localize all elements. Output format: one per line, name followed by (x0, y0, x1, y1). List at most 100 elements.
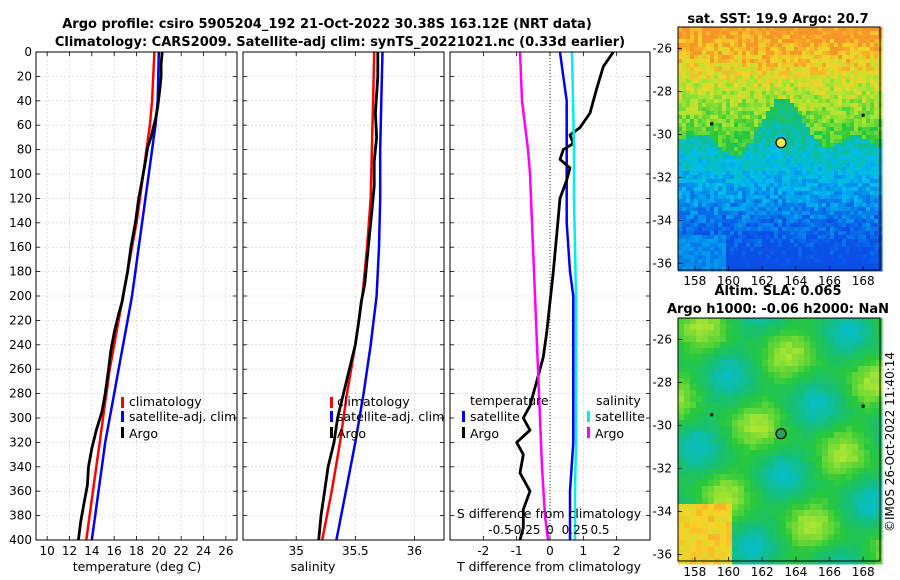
map-cell (840, 432, 847, 439)
figure-title-line1: Argo profile: csiro 5905204_192 21-Oct-2… (62, 17, 592, 32)
map-cell (762, 187, 767, 192)
x-tick-label: 0 (546, 544, 554, 558)
map-cell (876, 456, 883, 463)
map-cell (762, 71, 767, 76)
map-cell (718, 59, 723, 64)
map-cell (798, 43, 803, 48)
map-cell (854, 243, 859, 248)
map-cell (834, 35, 839, 40)
map-cell (810, 267, 815, 272)
map-cell (822, 534, 829, 541)
map-cell (866, 175, 871, 180)
map-cell (732, 372, 739, 379)
map-cell (822, 474, 829, 481)
map-cell (706, 251, 711, 256)
map-cell (822, 552, 829, 559)
map-cell (726, 199, 731, 204)
map-cell (696, 444, 703, 451)
map-cell (846, 243, 851, 248)
map-cell (774, 203, 779, 208)
map-cell (870, 51, 875, 56)
map-cell (726, 47, 731, 52)
map-cell (838, 139, 843, 144)
map-cell (842, 99, 847, 104)
map-cell (742, 99, 747, 104)
map-cell (678, 438, 685, 445)
map-cell (744, 462, 751, 469)
map-cell (854, 255, 859, 260)
map-cell (710, 35, 715, 40)
map-cell (770, 203, 775, 208)
map-cell (726, 107, 731, 112)
temperature-legend: climatology satellite-adj. clim Argo (121, 394, 236, 441)
map-cell (786, 456, 793, 463)
map-cell (838, 267, 843, 272)
map-cell (804, 516, 811, 523)
map-cell (770, 255, 775, 260)
map-cell (870, 426, 877, 433)
map-cell (854, 123, 859, 128)
map-cell (690, 516, 697, 523)
map-cell (818, 31, 823, 36)
map-cell (842, 51, 847, 56)
map-cell (758, 67, 763, 72)
map-cell (798, 99, 803, 104)
map-cell (678, 342, 685, 349)
map-cell (726, 71, 731, 76)
map-cell (762, 139, 767, 144)
map-cell (874, 219, 879, 224)
map-cell (852, 336, 859, 343)
map-cell (698, 123, 703, 128)
map-cell (766, 239, 771, 244)
map-cell (730, 79, 735, 84)
map-cell (786, 91, 791, 96)
sla-map-title-line2: Argo h1000: -0.06 h2000: NaN (667, 302, 889, 317)
map-cell (774, 83, 779, 88)
map-cell (866, 39, 871, 44)
map-cell (794, 231, 799, 236)
map-cell (730, 71, 735, 76)
map-cell (780, 546, 787, 553)
map-cell (798, 480, 805, 487)
map-cell (850, 127, 855, 132)
map-cell (730, 183, 735, 188)
map-cell (678, 227, 683, 232)
map-cell (766, 43, 771, 48)
map-cell (726, 59, 731, 64)
map-cell (690, 540, 697, 547)
map-cell (730, 103, 735, 108)
map-cell (754, 175, 759, 180)
map-cell (828, 432, 835, 439)
map-cell (798, 103, 803, 108)
map-cell (774, 384, 781, 391)
map-cell (702, 27, 707, 32)
map-cell (686, 203, 691, 208)
map-cell (870, 330, 877, 337)
map-cell (734, 47, 739, 52)
map-cell (746, 251, 751, 256)
map-cell (798, 223, 803, 228)
map-cell (866, 167, 871, 172)
map-cell (786, 59, 791, 64)
map-cell (690, 366, 697, 373)
map-cell (774, 115, 779, 120)
map-cell (850, 47, 855, 52)
map-cell (734, 123, 739, 128)
map-cell (726, 432, 733, 439)
map-cell (858, 223, 863, 228)
map-cell (862, 107, 867, 112)
map-cell (834, 143, 839, 148)
map-cell (792, 468, 799, 475)
map-cell (714, 47, 719, 52)
salinity-legend: climatology satellite-adj. clim Argo (330, 394, 444, 441)
map-cell (768, 534, 775, 541)
map-cell (792, 492, 799, 499)
map-cell (698, 211, 703, 216)
map-cell (814, 107, 819, 112)
map-cell (854, 139, 859, 144)
map-cell (762, 462, 769, 469)
map-cell (798, 95, 803, 100)
map-cell (802, 127, 807, 132)
map-cell (810, 528, 817, 535)
map-cell (822, 504, 829, 511)
